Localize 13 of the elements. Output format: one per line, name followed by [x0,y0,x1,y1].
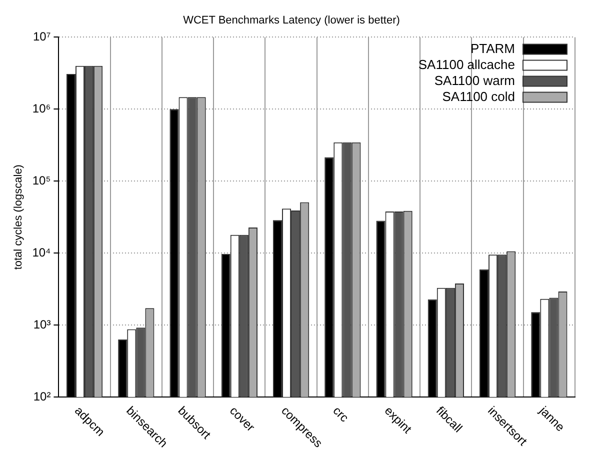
legend-label: PTARM [470,40,515,56]
y-tick-label: 10² [33,389,51,404]
y-tick-label: 10³ [33,317,51,332]
legend-label: SA1100 cold [442,88,515,104]
legend-label: SA1100 warm [434,72,515,88]
x-tick-label: crc [330,404,352,425]
y-tick-label: 10⁷ [33,30,51,44]
y-tick-label: 10⁵ [32,173,51,188]
y-tick-label: 10⁶ [32,101,51,116]
y-axis-title: total cycles (logscale) [12,164,25,270]
legend-label: SA1100 allcache [418,56,515,72]
chart-title: WCET Benchmarks Latency (lower is better) [183,14,400,27]
y-tick-label: 10⁴ [32,245,51,260]
